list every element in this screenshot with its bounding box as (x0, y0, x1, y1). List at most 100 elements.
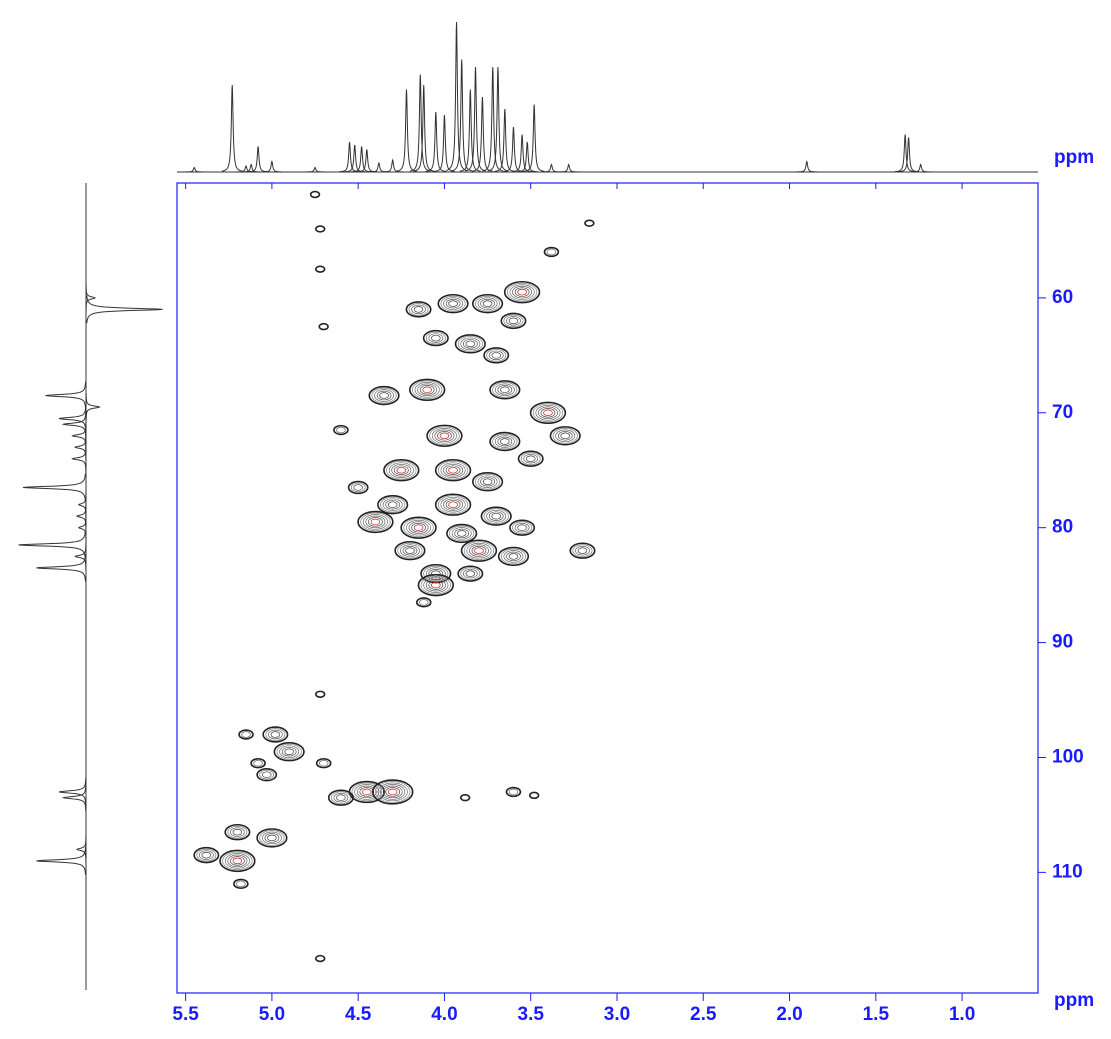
contour-level (417, 573, 455, 597)
contour-level (508, 788, 519, 796)
top-projection-peak (516, 141, 538, 173)
cross-peak (543, 246, 560, 258)
contour-level (315, 225, 326, 233)
top-projection-peak (511, 134, 533, 173)
left-projection-peak (85, 284, 96, 312)
contour-level (486, 509, 507, 523)
contour-level (377, 495, 409, 515)
contour-level (557, 431, 573, 441)
top-projection-peak (523, 104, 545, 172)
top-projection-peak (894, 134, 916, 173)
cross-peak (309, 190, 321, 199)
contour-level (514, 522, 530, 533)
left-projection-peak (58, 778, 87, 806)
contour-level (362, 788, 372, 796)
contour-level (405, 301, 432, 318)
cross-peak (250, 758, 266, 769)
contour-level (256, 768, 278, 782)
contour-level (512, 285, 533, 299)
cross-peak (437, 293, 469, 314)
contour-level (448, 466, 458, 474)
cross-peak (256, 768, 278, 782)
contour-level (509, 284, 535, 300)
contour-level (434, 429, 455, 443)
contour-level (477, 297, 498, 310)
contour-level (315, 265, 326, 273)
contour-level (368, 385, 400, 406)
contour-level (267, 834, 277, 842)
cross-peak (505, 786, 522, 798)
contour-level (315, 954, 326, 963)
contour-level (309, 190, 321, 199)
contour-level (362, 514, 388, 530)
x-axis-label: ppm (1054, 990, 1094, 1011)
contour-level (462, 568, 478, 579)
x-tick-label: 1.0 (949, 1004, 975, 1025)
contour-level (448, 300, 458, 307)
contour-level (439, 432, 450, 440)
cross-peak (315, 265, 326, 273)
contour-level (462, 339, 478, 349)
top-projection-peak (413, 84, 435, 172)
contour-level (233, 878, 249, 890)
top-projection-peak (351, 146, 373, 173)
cross-peak (347, 480, 369, 495)
contour-level (431, 334, 441, 342)
contour-level (420, 575, 451, 595)
y-tick-label: 70 (1052, 402, 1073, 423)
contour-level (374, 389, 395, 402)
contour-level (543, 409, 553, 417)
top-projection-peak (446, 21, 468, 171)
contour-level (357, 510, 394, 534)
contour-level (489, 380, 521, 400)
x-tick-label: 1.5 (863, 1004, 890, 1025)
contour-level (315, 690, 326, 698)
contour-level (443, 297, 464, 310)
left-projection-peak (61, 410, 87, 439)
contour-level (385, 787, 401, 797)
contour-level (491, 352, 501, 359)
contour-level (403, 518, 434, 537)
contour-level (446, 523, 478, 544)
contour-level (413, 306, 424, 313)
contour-level (529, 401, 567, 424)
contour-level (327, 789, 354, 806)
contour-level (336, 794, 346, 801)
contour-level (532, 403, 564, 423)
left-projection-peak (36, 554, 87, 582)
contour-level (509, 519, 536, 536)
contour-level (400, 516, 437, 539)
left-projection-peak (36, 847, 87, 875)
contour-level (500, 438, 510, 445)
contour-level (500, 386, 510, 394)
cross-peak (400, 516, 437, 539)
left-projection-peak (22, 473, 86, 502)
cross-peak (408, 378, 446, 402)
contour-level (370, 518, 381, 526)
contour-level (456, 530, 467, 537)
contour-level (414, 382, 440, 398)
contour-level (514, 287, 530, 297)
contour-level (376, 390, 392, 401)
contour-level (379, 392, 389, 399)
contour-level (546, 248, 557, 256)
contour-level (371, 779, 414, 805)
top-projection-peak (898, 137, 919, 173)
cross-peak (256, 828, 288, 848)
contour-level (374, 781, 411, 803)
contour-level (417, 383, 438, 397)
projection-label: ppm (1054, 147, 1094, 168)
contour-level (336, 426, 346, 434)
contour-level (500, 548, 527, 565)
left-projection-peak (61, 783, 87, 812)
x-tick-label: 2.5 (690, 1004, 717, 1025)
contour-level (448, 501, 458, 508)
contour-level (440, 496, 466, 513)
top-projection-peak (494, 108, 516, 172)
contour-level (408, 521, 429, 534)
contour-level (383, 459, 420, 482)
cross-peak (273, 742, 305, 762)
cross-peak (219, 849, 256, 873)
contour-level (457, 336, 483, 352)
contour-level (388, 462, 414, 478)
